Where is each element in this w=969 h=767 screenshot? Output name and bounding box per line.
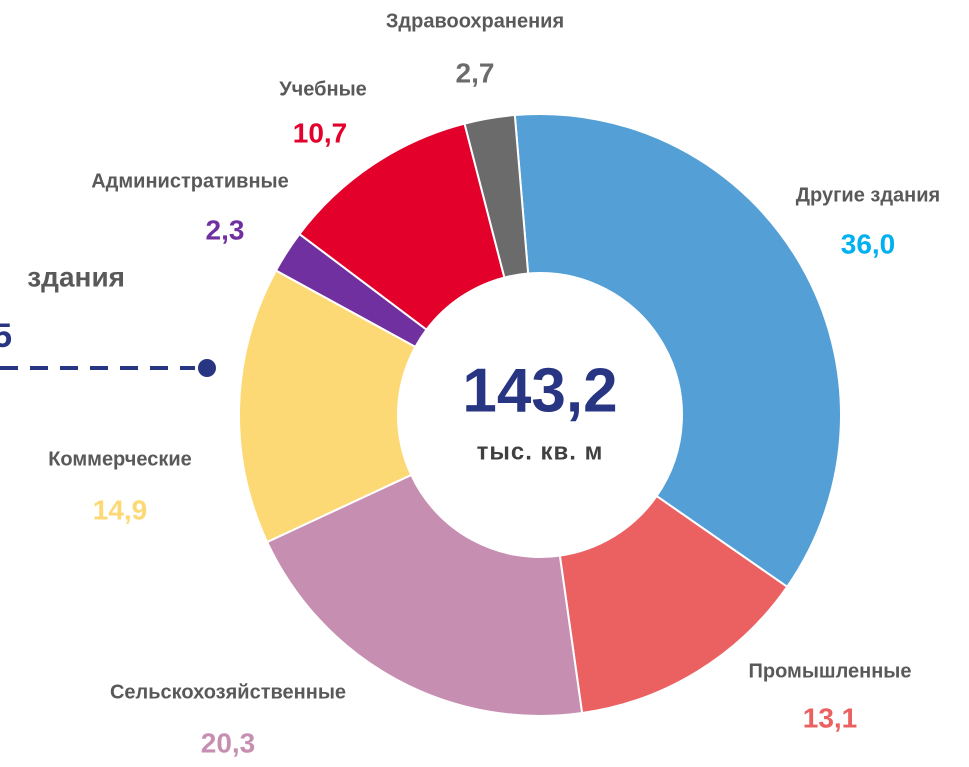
center-sublabel: тыс. кв. м [477, 438, 604, 465]
category-label: Административные [91, 170, 289, 192]
annotation: здания [27, 261, 125, 292]
slice [558, 494, 789, 715]
slice [265, 473, 584, 717]
value-label: 36,0 [841, 228, 896, 259]
annotation: 5 [0, 317, 12, 355]
category-label: Сельскохозяйственные [110, 681, 346, 703]
value-label: 2,7 [456, 57, 495, 88]
slice [238, 269, 417, 544]
category-label: Другие здания [796, 184, 940, 206]
slices [238, 113, 842, 717]
center-label: 143,2 [462, 356, 617, 425]
value-label: 14,9 [93, 494, 148, 525]
value-label: 10,7 [293, 117, 348, 148]
value-label: 2,3 [206, 214, 245, 245]
category-label: Промышленные [748, 660, 911, 682]
category-label: Коммерческие [48, 448, 192, 470]
value-label: 13,1 [803, 702, 858, 733]
leader-dot [198, 359, 216, 377]
slice [513, 113, 842, 589]
category-label: Здравоохранения [386, 10, 564, 32]
category-label: Учебные [279, 78, 367, 100]
value-label: 20,3 [201, 727, 256, 758]
slice [463, 113, 530, 279]
